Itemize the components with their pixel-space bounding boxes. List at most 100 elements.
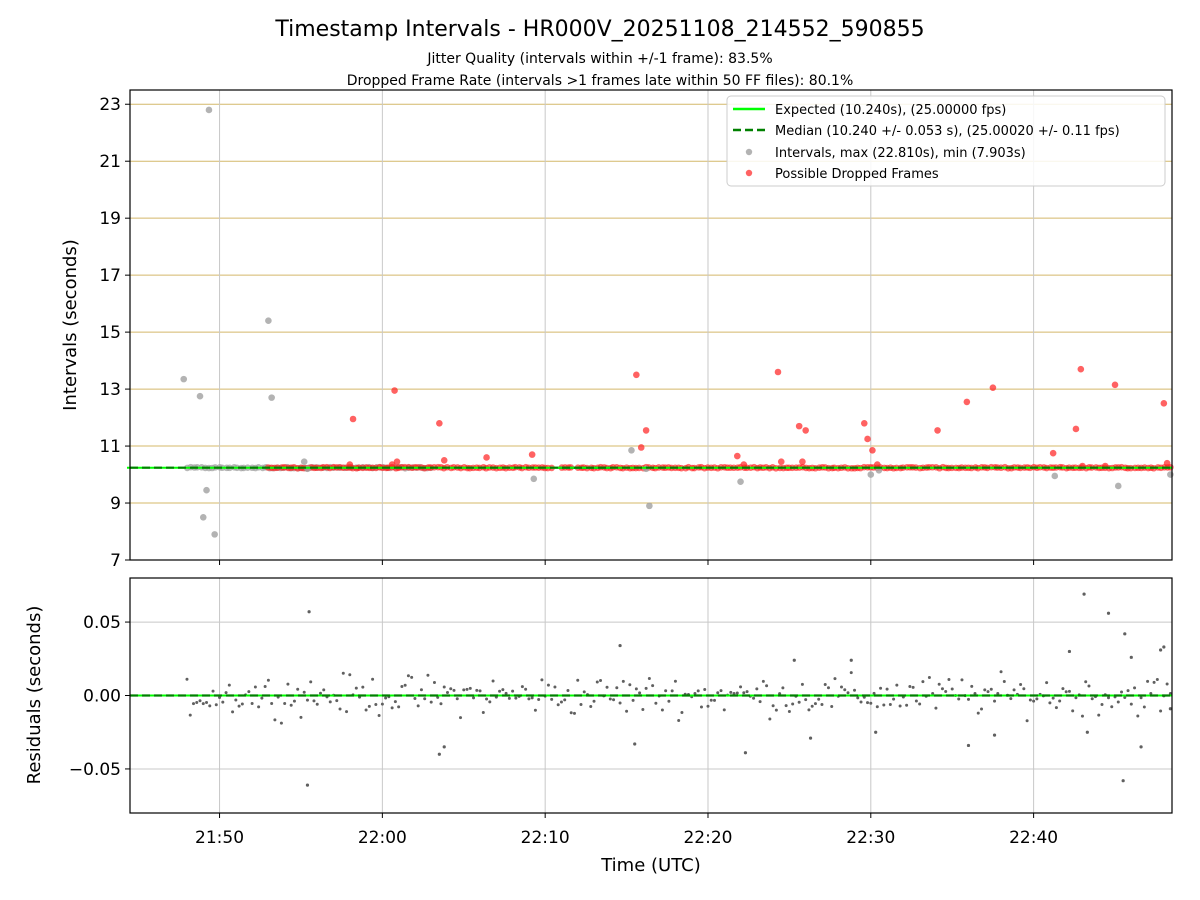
residual-point [654,701,658,705]
residual-point [224,691,228,695]
residual-point [299,715,303,719]
legend-box [726,95,1166,187]
residual-point [647,677,651,681]
residual-point [1100,702,1104,706]
residual-point [996,692,1000,696]
interval-outlier-point [867,471,875,478]
dropped-frame-outlier-point [393,458,401,466]
dropped-frame-outlier-point [528,451,536,458]
residual-point [895,683,899,687]
residual-point [905,703,909,707]
top-ytick-label: 17 [99,266,121,286]
interval-outlier-point [203,486,210,494]
legend: Expected (10.240s), (25.00000 fps) Media… [726,95,1166,187]
interval-outlier-point [304,465,311,473]
residual-point [286,682,290,686]
residual-point [1048,701,1052,705]
residual-point [644,686,648,690]
residual-point [709,698,713,702]
residual-point [634,687,638,691]
chart-subtitle-dropped: Dropped Frame Rate (intervals >1 frames … [347,73,854,89]
residual-point [931,691,935,695]
residual-outlier-point [849,658,853,662]
residual-point [468,686,472,690]
residual-point [950,687,954,691]
interval-outlier-point [1114,482,1122,490]
dropped-frame-outlier-point [795,422,803,430]
residual-point [797,700,801,704]
residual-point [289,703,293,707]
residual-point [328,700,332,704]
residual-point [1090,697,1094,701]
residual-point [455,697,459,701]
residual-point [800,682,804,686]
residual-point [530,696,534,700]
residual-point [1071,709,1075,713]
residual-point [445,691,449,695]
interval-outlier-point [205,106,213,114]
residual-point [266,678,270,682]
residual-point [550,697,554,701]
residual-point [211,689,215,693]
residual-point [234,698,238,702]
residual-point [488,700,492,704]
residual-point [507,696,511,700]
residual-point [1159,709,1163,713]
residual-point [279,721,283,725]
residual-point [677,719,681,723]
residual-outlier-point [966,743,971,748]
residual-point [670,689,674,693]
residual-point [553,685,557,689]
bottom-ytick-label: 0.05 [83,613,121,633]
residual-outlier-point [874,730,878,734]
dropped-frame-outlier-point [633,371,640,379]
residual-point [820,703,824,707]
residual-point [257,705,261,709]
residual-outlier-point [437,752,441,756]
residual-point [921,680,925,684]
residual-point [641,707,645,711]
dropped-frame-outlier-point [440,457,448,464]
top-plot-frame [129,89,1173,561]
residual-point [559,700,563,704]
top-ytick-label: 15 [99,323,121,343]
residual-outlier-point [808,736,813,740]
residual-point [354,686,358,690]
residual-point [599,678,603,682]
residual-point [198,699,202,703]
residual-outlier-point [1139,745,1143,749]
residual-point [315,702,319,706]
dropped-frame-outlier-point [860,419,868,427]
residual-point [449,687,453,691]
residual-point [205,701,209,705]
residual-point [406,674,410,678]
top-ytick-label: 9 [110,494,121,514]
residual-point [761,679,765,683]
residual-point [302,690,306,694]
residual-point [944,689,948,693]
x-tick-label: 22:20 [683,828,732,848]
residual-outlier-point [1129,655,1133,659]
residual-point [781,686,785,690]
residual-point [563,698,567,702]
residual-point [214,703,218,707]
residual-point [504,691,508,695]
residual-point [270,702,274,706]
top-ytick-label: 21 [99,152,121,172]
residual-point [250,702,254,706]
residual-point [621,679,625,683]
residual-point [283,701,287,705]
dropped-frame-outlier-point [989,384,997,391]
residual-point [839,685,843,689]
top-ytick-label: 13 [99,380,121,400]
residual-point [403,683,407,687]
residual-point [348,673,352,677]
residual-outlier-point [618,643,622,648]
residual-point [413,697,417,701]
interval-outlier-point [1051,472,1059,480]
residual-point [452,688,456,692]
interval-outlier-point [1167,471,1174,478]
residual-point [615,686,619,690]
chart-title: Timestamp Intervals - HR000V_20251108_21… [274,17,924,42]
residual-point [273,718,277,722]
